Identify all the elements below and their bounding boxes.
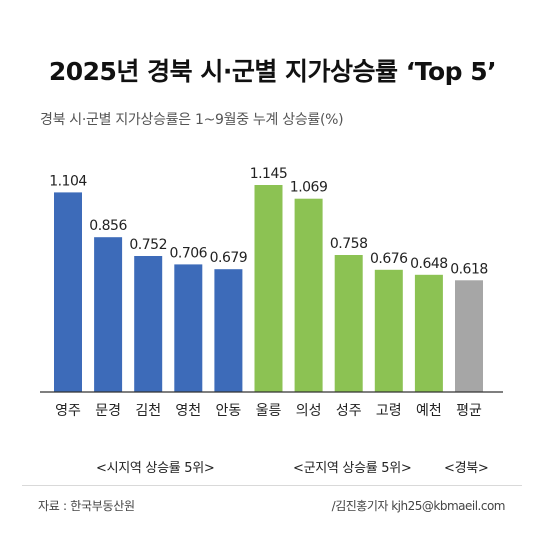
value-label-평균: 0.618 xyxy=(450,261,488,277)
bar-평균 xyxy=(455,280,483,392)
average-group-label: <경북> xyxy=(444,461,489,476)
category-label-고령: 고령 xyxy=(376,403,402,419)
value-label-성주: 0.758 xyxy=(330,236,368,252)
bar-영주 xyxy=(54,192,82,392)
value-label-의성: 1.069 xyxy=(290,180,328,196)
value-label-울릉: 1.145 xyxy=(250,166,288,182)
category-label-평균: 평균 xyxy=(456,403,482,419)
bar-의성 xyxy=(294,198,323,392)
bar-성주 xyxy=(334,255,363,392)
category-label-예천: 예천 xyxy=(416,403,442,419)
value-label-영천: 0.706 xyxy=(170,245,208,261)
reporter-credit: /김진홍기자 kjh25@kbmaeil.com xyxy=(331,499,506,513)
footer-divider xyxy=(22,485,522,486)
category-label-김천: 김천 xyxy=(135,403,161,419)
value-label-영주: 1.104 xyxy=(49,173,87,189)
bar-울릉 xyxy=(254,185,283,392)
value-label-김천: 0.752 xyxy=(129,237,167,253)
bar-영천 xyxy=(174,264,203,392)
chart-subtitle: 경북 시·군별 지가상승률은 1~9월중 누계 상승률(%) xyxy=(40,112,344,128)
bar-김천 xyxy=(134,256,163,392)
category-label-문경: 문경 xyxy=(95,403,121,419)
value-label-문경: 0.856 xyxy=(89,218,127,234)
category-label-영천: 영천 xyxy=(175,403,201,419)
source-note: 자료 : 한국부동산원 xyxy=(38,499,135,513)
category-label-의성: 의성 xyxy=(296,403,322,419)
bar-안동 xyxy=(214,269,243,392)
bar-문경 xyxy=(94,237,123,392)
value-label-예천: 0.648 xyxy=(410,256,448,272)
category-label-안동: 안동 xyxy=(216,403,242,419)
chart-title: 2025년 경북 시·군별 지가상승률 ‘Top 5’ xyxy=(48,57,497,86)
category-label-성주: 성주 xyxy=(336,403,362,419)
city-group-label: <시지역 상승률 5위> xyxy=(96,461,215,476)
category-label-울릉: 울릉 xyxy=(256,403,282,419)
bar-고령 xyxy=(374,269,403,392)
county-group-label: <군지역 상승률 5위> xyxy=(293,461,412,476)
value-label-안동: 0.679 xyxy=(210,250,248,266)
category-label-영주: 영주 xyxy=(55,403,81,419)
value-label-고령: 0.676 xyxy=(370,251,408,267)
bar-예천 xyxy=(414,274,443,392)
